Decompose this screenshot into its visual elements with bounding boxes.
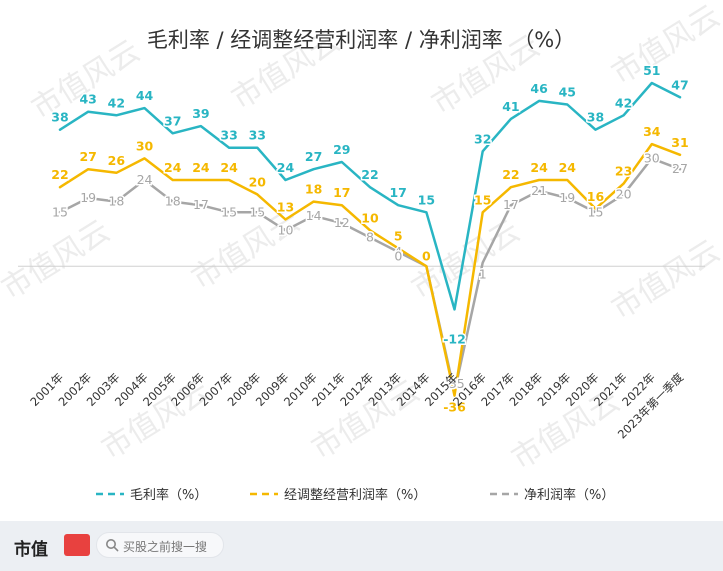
data-label: 19: [559, 190, 575, 205]
data-label: 0: [422, 248, 431, 263]
data-label: 21: [531, 183, 547, 198]
data-label: 20: [616, 186, 632, 201]
brand-logo-text: 市值: [14, 540, 48, 560]
data-label: 20: [249, 174, 267, 189]
data-label: -35: [444, 376, 464, 391]
data-label: 17: [333, 185, 350, 200]
data-label: 24: [220, 160, 238, 175]
data-label: 51: [643, 63, 660, 78]
data-label: 27: [305, 149, 322, 164]
data-label: 27: [79, 149, 96, 164]
search-placeholder: 买股之前搜一搜: [123, 540, 208, 554]
data-label: 15: [249, 204, 265, 219]
data-label: 24: [192, 160, 210, 175]
data-label: 16: [587, 189, 605, 204]
data-label: 24: [530, 160, 548, 175]
data-label: 30: [136, 138, 154, 153]
data-label: 24: [164, 160, 182, 175]
data-label: 22: [502, 167, 519, 182]
search-box[interactable]: 买股之前搜一搜: [96, 532, 224, 558]
data-label: 43: [79, 92, 96, 107]
watermark-text: 市值风云: [606, 0, 723, 92]
watermark-text: 市值风云: [606, 234, 723, 327]
data-label: 29: [333, 142, 350, 157]
data-label: 18: [108, 194, 124, 209]
series-line-0: [58, 81, 682, 311]
series-line-1: [58, 142, 682, 397]
brand-logo-badge: [64, 534, 90, 556]
data-label: 38: [587, 110, 604, 125]
data-label: 24: [137, 172, 153, 187]
data-label: 24: [559, 160, 577, 175]
data-label: 24: [277, 160, 295, 175]
data-label: 15: [52, 204, 68, 219]
chart-title: 毛利率 / 经调整经营利润率 / 净利润率 （%）: [147, 28, 575, 52]
legend-label-1: 经调整经营利润率（%）: [284, 487, 426, 503]
data-label: 14: [306, 208, 322, 223]
data-label: 17: [503, 197, 519, 212]
data-label: 37: [164, 113, 181, 128]
data-label: 10: [278, 222, 294, 237]
data-label: 41: [502, 99, 519, 114]
search-icon: [106, 539, 119, 552]
data-label: 34: [643, 124, 661, 139]
legend-label-0: 毛利率（%）: [130, 487, 207, 503]
data-label: 22: [361, 167, 378, 182]
data-label: 46: [530, 81, 548, 96]
data-label: 13: [277, 200, 294, 215]
legend-label-2: 净利润率（%）: [524, 487, 614, 503]
data-label: 47: [671, 77, 688, 92]
data-label: 30: [644, 150, 660, 165]
data-label: 23: [615, 164, 632, 179]
data-label: 32: [474, 131, 491, 146]
data-label: 10: [361, 210, 379, 225]
data-label: 15: [474, 192, 491, 207]
data-label: 44: [136, 88, 154, 103]
data-label: 15: [588, 204, 604, 219]
data-label: 18: [305, 182, 322, 197]
footer-bar: 市值 买股之前搜一搜: [0, 521, 723, 571]
data-label: 45: [559, 85, 576, 100]
data-label: 18: [165, 194, 181, 209]
data-label: 15: [418, 192, 435, 207]
data-label: -12: [443, 331, 466, 346]
data-label: 19: [80, 190, 96, 205]
chart-card: 市值风云 市值风云 市值风云 市值风云 市值风云 市值风云 市值风云 市值风云 市值风云 市值风云…: [0, 0, 723, 521]
data-label: 12: [334, 215, 350, 230]
data-label: 22: [51, 167, 68, 182]
data-label: 33: [249, 128, 266, 143]
data-label: 38: [51, 110, 68, 125]
data-label: 39: [192, 106, 209, 121]
data-label: 15: [221, 204, 237, 219]
data-label: 31: [671, 135, 688, 150]
data-label: 17: [193, 197, 209, 212]
data-label: 1: [479, 267, 487, 282]
data-label: 42: [108, 95, 125, 110]
data-label: 0: [394, 248, 402, 263]
watermark-text: 市值风云: [0, 214, 116, 307]
data-label: 8: [366, 230, 374, 245]
data-label: -36: [443, 400, 466, 415]
series-line-2: [58, 157, 682, 394]
data-label: 17: [389, 185, 406, 200]
data-label: 33: [220, 128, 237, 143]
data-label: 4: [394, 244, 402, 259]
data-label: 5: [394, 228, 403, 243]
data-label: 27: [672, 161, 688, 176]
data-label: 42: [615, 95, 632, 110]
data-label: 26: [108, 153, 126, 168]
